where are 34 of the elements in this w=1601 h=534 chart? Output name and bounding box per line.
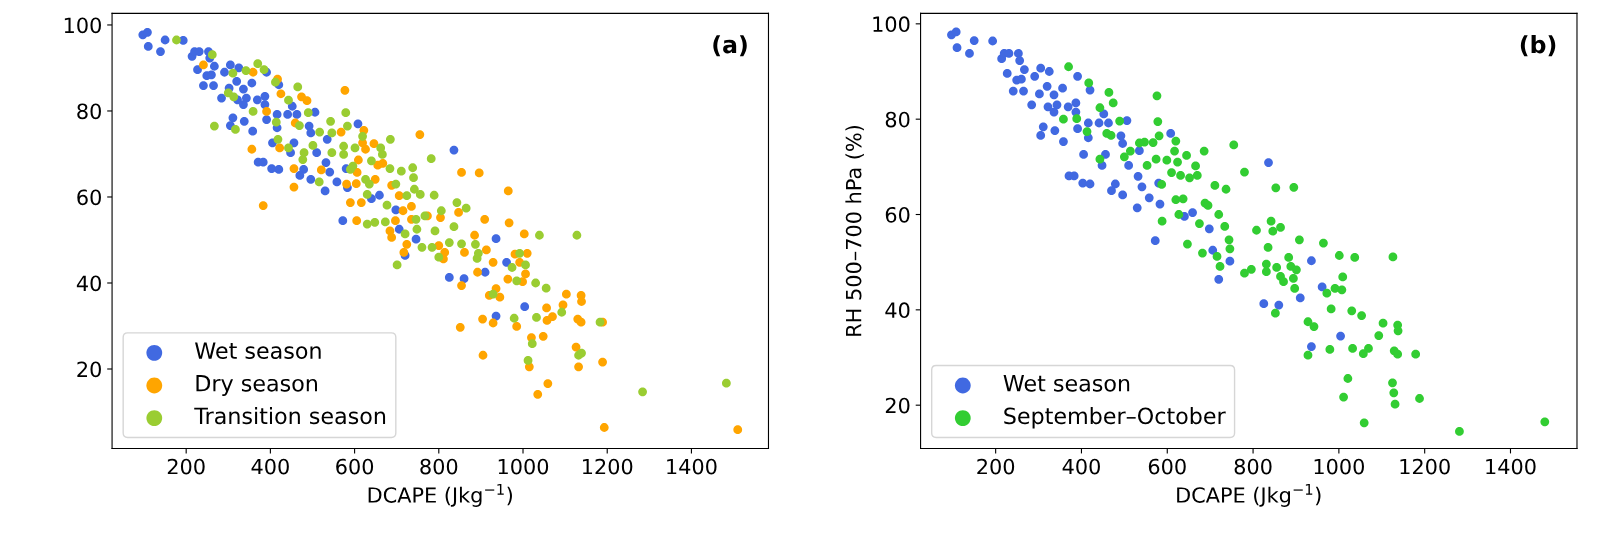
annotation: (a) (713, 35, 747, 57)
y-tick-label: 20 (885, 397, 910, 414)
legend-label: Wet season (195, 342, 321, 360)
x-tick-label: 200 (977, 458, 1015, 475)
x-tick-label: 1000 (1314, 458, 1364, 475)
legend-label: Wet season (1003, 375, 1130, 392)
y-tick-label: 60 (77, 189, 101, 206)
x-tick-label: 200 (167, 458, 205, 475)
annotation: (b) (1520, 35, 1556, 57)
x-tick-label: 1400 (667, 458, 717, 475)
y-tick-label: 40 (76, 275, 101, 292)
x-tick-label: 1200 (583, 458, 633, 475)
y-axis-title: RH 500–700 hPa (%) (845, 125, 864, 336)
x-tick-label: 1000 (498, 458, 549, 475)
x-tick-label: 600 (336, 458, 374, 475)
legend-label: Dry season (196, 375, 317, 396)
y-tick-label: 40 (885, 302, 910, 319)
x-tick-label: 800 (1234, 458, 1272, 475)
x-tick-label: 400 (251, 458, 289, 475)
y-tick-label: 100 (64, 17, 101, 34)
y-tick-label: 20 (77, 361, 101, 378)
y-tick-label: 80 (77, 103, 101, 120)
y-tick-label: 80 (885, 111, 910, 128)
x-axis-title: DCAPE (Jkg$^{−1}$) (368, 484, 512, 507)
legend-label: September–October (1004, 407, 1226, 429)
x-tick-label: 1200 (1400, 458, 1450, 475)
x-tick-label: 1400 (1486, 458, 1536, 475)
x-axis-title: DCAPE (Jkg$^{−1}$) (1177, 484, 1321, 507)
x-tick-label: 800 (420, 458, 458, 475)
x-tick-label: 400 (1062, 458, 1100, 475)
legend-label: Transition season (194, 407, 386, 425)
y-tick-label: 100 (873, 16, 910, 33)
y-tick-label: 60 (885, 206, 910, 223)
x-tick-label: 600 (1148, 458, 1186, 475)
